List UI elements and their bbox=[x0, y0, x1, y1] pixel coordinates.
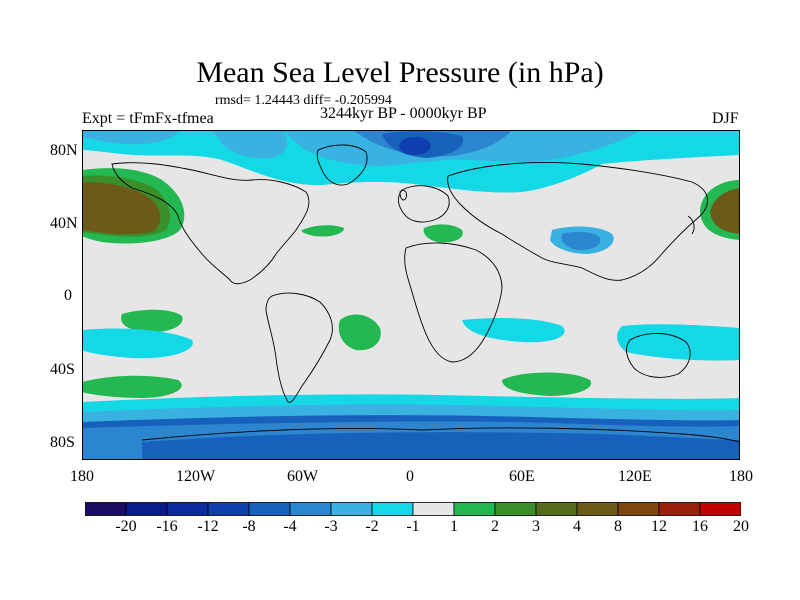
colorbar-cell bbox=[330, 502, 373, 516]
contour-band-minus1-pacific-s bbox=[82, 328, 193, 359]
period-label: 3244kyr BP - 0000kyr BP bbox=[320, 105, 487, 122]
colorbar-label: 3 bbox=[532, 518, 540, 535]
colorbar-cell bbox=[453, 502, 496, 516]
colorbar-label: 2 bbox=[491, 518, 499, 535]
contour-band-4-pacific-east bbox=[710, 188, 740, 234]
colorbar-label: -4 bbox=[283, 518, 297, 535]
contour-band-minus1-arctic-pacific bbox=[82, 130, 182, 145]
lon-label: 0 bbox=[406, 468, 414, 485]
colorbar-cell bbox=[412, 502, 455, 516]
colorbar-cell bbox=[289, 502, 332, 516]
colorbar-cell bbox=[535, 502, 578, 516]
colorbar-cell bbox=[494, 502, 537, 516]
colorbar-cell bbox=[85, 502, 127, 516]
chart-title: Mean Sea Level Pressure (in hPa) bbox=[196, 56, 604, 89]
lon-label: 60W bbox=[287, 468, 319, 485]
colorbar-label: 4 bbox=[573, 518, 581, 535]
season-label: DJF bbox=[712, 110, 739, 127]
contour-band-2-pacific-s bbox=[121, 309, 183, 333]
japan-outline bbox=[687, 215, 695, 235]
contour-band-minus3-asia bbox=[561, 231, 601, 250]
colorbar-cell bbox=[699, 502, 741, 516]
lat-label: 40S bbox=[50, 361, 75, 378]
statistics-text: rmsd= 1.24443 diff= -0.205994 bbox=[215, 93, 392, 108]
colorbar-label: -3 bbox=[324, 518, 338, 535]
antarctica-outline bbox=[141, 427, 740, 443]
north-america-outline bbox=[111, 162, 310, 285]
pressure-map bbox=[82, 130, 740, 460]
colorbar-label: 16 bbox=[692, 518, 708, 535]
experiment-label: Expt = tFmFx-tfmea bbox=[82, 110, 214, 127]
colorbar-cell bbox=[166, 502, 209, 516]
lon-label: 120W bbox=[176, 468, 216, 485]
contour-band-2-pacific-s2 bbox=[82, 375, 182, 398]
contour-band-minus4b-south bbox=[142, 432, 740, 460]
coastlines bbox=[111, 144, 740, 443]
colorbar-cell bbox=[207, 502, 250, 516]
colorbar-cell bbox=[658, 502, 701, 516]
contour-band-2-mediterranean bbox=[423, 224, 463, 243]
contour-band-minus1-australia bbox=[617, 324, 740, 361]
contour-band-2-atlantic-n bbox=[301, 225, 344, 237]
lon-label: 180 bbox=[70, 468, 94, 485]
colorbar-label: -12 bbox=[197, 518, 219, 535]
colorbar-label: 8 bbox=[614, 518, 622, 535]
lon-label: 60E bbox=[509, 468, 535, 485]
lat-label: 40N bbox=[50, 215, 78, 232]
greenland-outline bbox=[316, 144, 368, 186]
contour-core-minus8-north bbox=[399, 137, 431, 155]
lon-label: 180 bbox=[729, 468, 753, 485]
contour-band-2-atlantic-s bbox=[338, 314, 381, 351]
europe-outline bbox=[397, 185, 450, 223]
lat-label: 0 bbox=[64, 287, 72, 304]
africa-outline bbox=[404, 242, 503, 363]
colorbar-cell bbox=[248, 502, 291, 516]
colorbar-cell bbox=[617, 502, 660, 516]
colorbar bbox=[85, 502, 741, 516]
colorbar-label: -2 bbox=[365, 518, 379, 535]
lon-label: 120E bbox=[618, 468, 652, 485]
lat-label: 80N bbox=[50, 142, 78, 159]
colorbar-cell bbox=[371, 502, 414, 516]
australia-outline bbox=[626, 333, 691, 378]
lat-label: 80S bbox=[50, 434, 75, 451]
uk-outline bbox=[399, 189, 407, 201]
colorbar-label: -20 bbox=[115, 518, 137, 535]
colorbar-label: -16 bbox=[156, 518, 178, 535]
colorbar-label: 1 bbox=[450, 518, 458, 535]
contour-band-minus1-indian bbox=[462, 318, 565, 343]
south-america-outline bbox=[265, 292, 333, 403]
map-frame bbox=[82, 130, 740, 460]
colorbar-label: -8 bbox=[242, 518, 256, 535]
colorbar-label: 12 bbox=[651, 518, 667, 535]
contour-band-minus2-atlantic bbox=[212, 130, 288, 159]
colorbar-cell bbox=[576, 502, 619, 516]
contour-band-2-indian-s bbox=[502, 372, 592, 396]
contour-band-4-pacific-west bbox=[82, 182, 161, 235]
colorbar-label: -1 bbox=[406, 518, 420, 535]
colorbar-label: 20 bbox=[733, 518, 749, 535]
asia-outline bbox=[447, 162, 708, 281]
colorbar-cell bbox=[125, 502, 168, 516]
